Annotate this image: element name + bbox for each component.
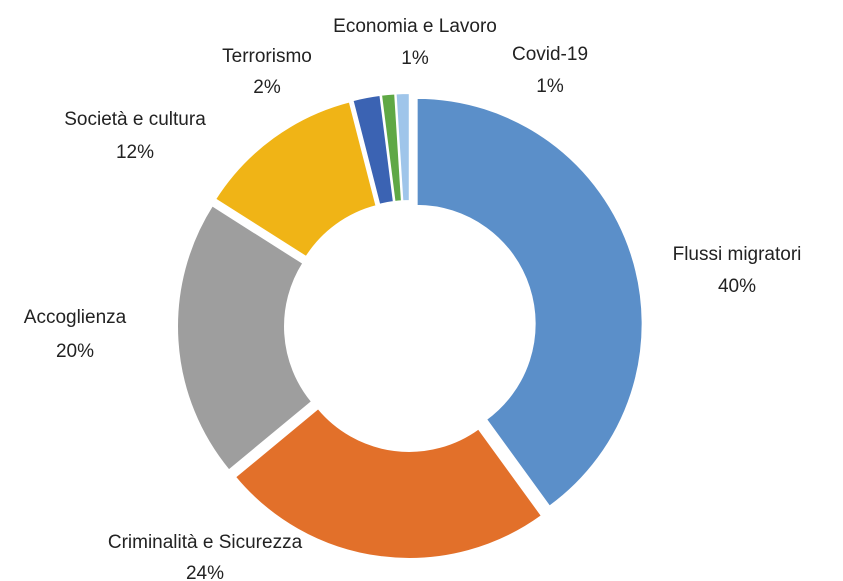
slice-label: Covid-19 [512,44,588,65]
slice-value: 20% [56,341,94,362]
slice-label: Società e cultura [64,109,206,130]
slice-label: Flussi migratori [673,244,802,265]
slice-value: 24% [186,563,224,581]
donut-slice [176,203,314,472]
slice-value: 1% [536,76,564,97]
slice-label: Terrorismo [222,46,312,67]
donut-slice [394,92,411,203]
donut-slice [213,100,378,259]
slice-label: Criminalità e Sicurezza [108,532,303,553]
slice-value: 2% [253,77,281,98]
donut-slice [233,406,544,560]
slice-value: 1% [401,48,429,69]
slice-label: Economia e Lavoro [333,16,497,37]
slice-label: Accoglienza [24,307,127,328]
slice-value: 40% [718,276,756,297]
donut-slice [415,96,644,509]
slice-value: 12% [116,142,154,163]
